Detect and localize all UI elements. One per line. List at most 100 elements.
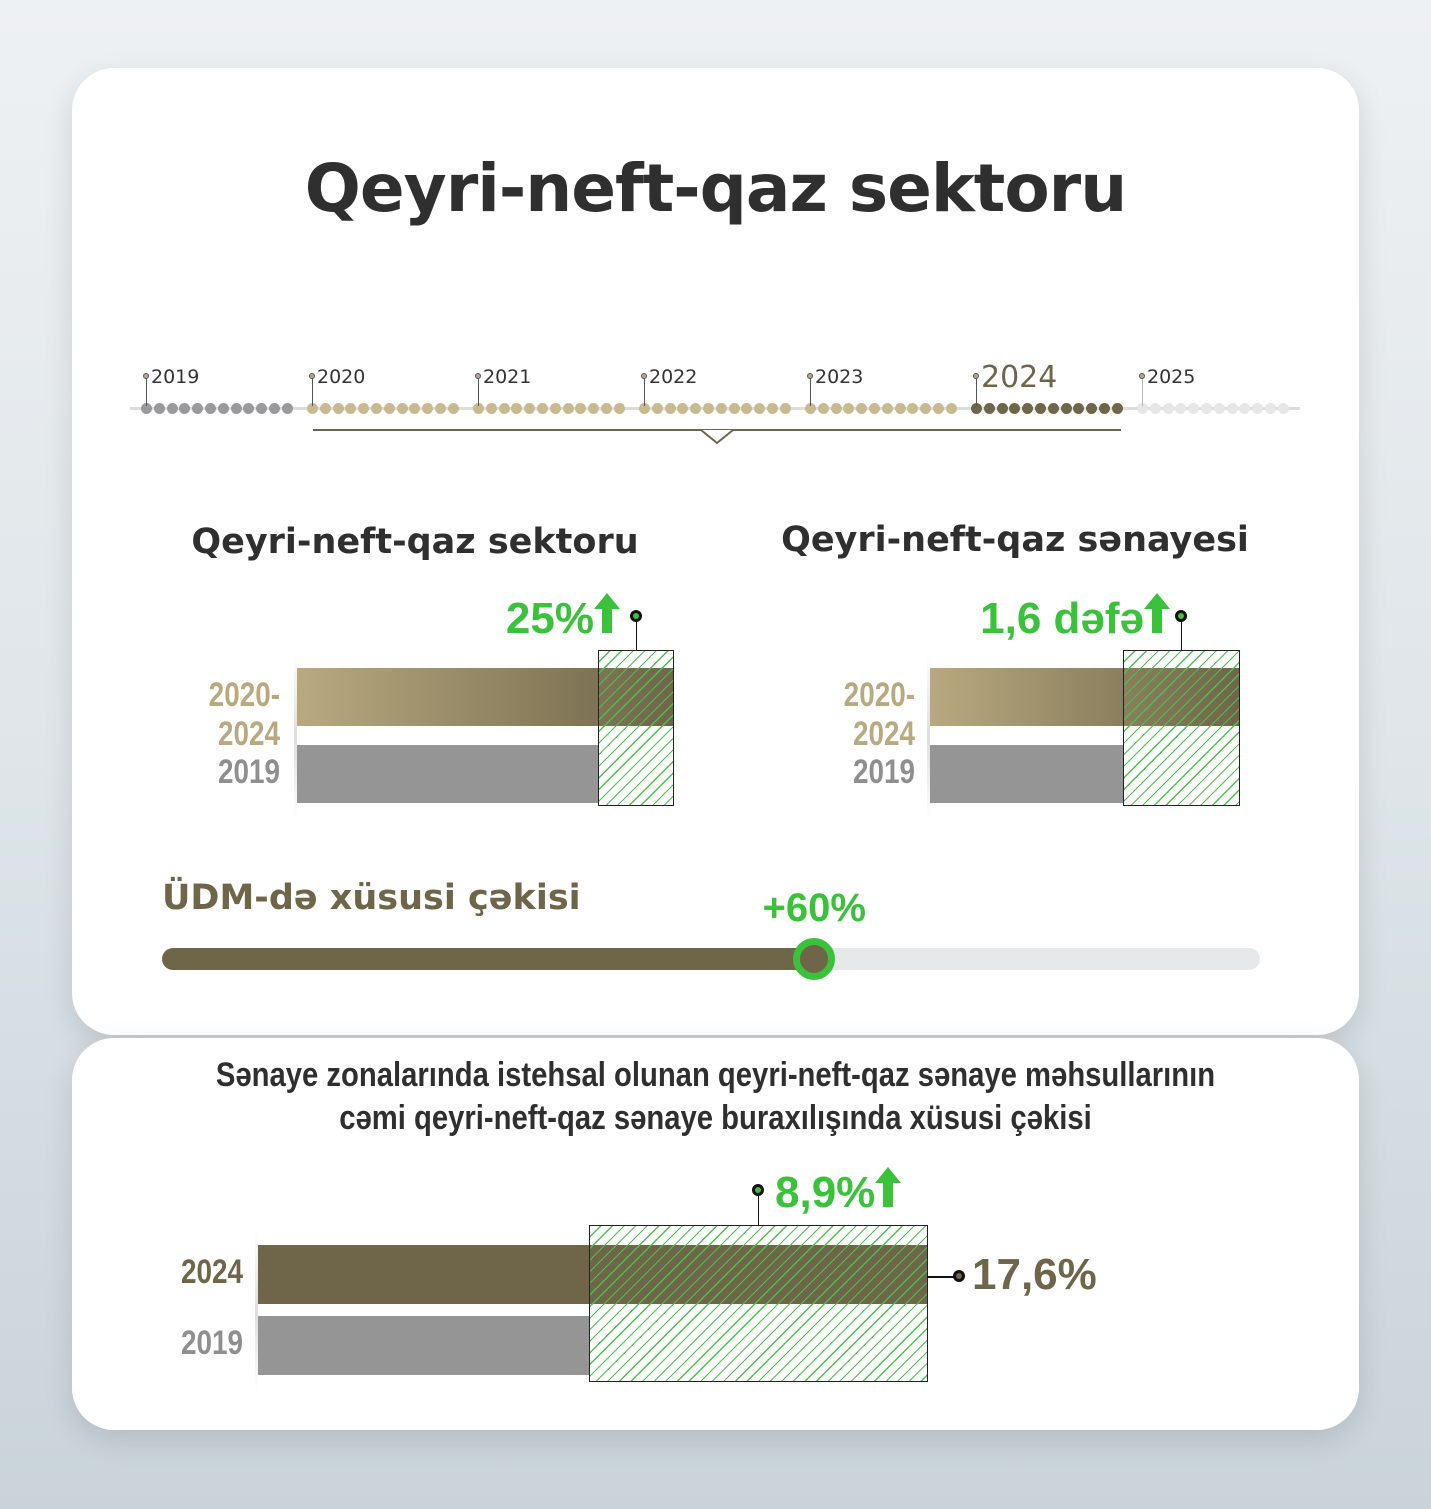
gdp-share-fill (162, 948, 815, 970)
gdp-share-label: ÜDM-də xüsusi çəkisi (162, 878, 581, 918)
timeline-pin-head (807, 373, 813, 379)
timeline-dot (1175, 403, 1187, 414)
timeline-dot (843, 403, 855, 414)
timeline-dot (230, 403, 242, 414)
timeline-dot (779, 403, 791, 414)
timeline-dot (1277, 403, 1289, 414)
timeline-dot (217, 403, 229, 414)
chart3-value-connector (927, 1276, 959, 1278)
timeline-dot (677, 403, 689, 414)
timeline-dot (371, 403, 382, 414)
timeline-pin (146, 378, 147, 406)
timeline-dot (447, 403, 459, 414)
chart1-bar-2019 (297, 745, 598, 803)
timeline-dot (830, 403, 842, 414)
timeline-dot (881, 403, 893, 414)
timeline-year-2024: 2024 (981, 360, 1058, 395)
timeline-dot (651, 403, 663, 414)
annotation-value: 25% (505, 593, 594, 643)
timeline-dot (754, 403, 766, 414)
timeline-dot (1022, 403, 1034, 414)
timeline-pin-head (143, 373, 149, 379)
timeline-dot (601, 403, 612, 414)
annotation-value: 8,9% (775, 1167, 876, 1217)
timeline-dot (205, 403, 216, 414)
timeline-dot (1047, 403, 1059, 414)
timeline-pin-head (973, 373, 979, 379)
chart2-increase-area (1123, 650, 1240, 806)
timeline-dot (1188, 403, 1200, 414)
main-card (72, 68, 1359, 1035)
chart3-annotation-pin (758, 1194, 759, 1225)
timeline-dot (907, 403, 919, 414)
timeline-dot (1201, 403, 1212, 414)
timeline-year-2022: 2022 (649, 366, 698, 388)
annotation-value: 1,6 dəfə (980, 593, 1144, 643)
timeline-dot (498, 403, 510, 414)
timeline-dot (473, 403, 484, 414)
chart3-annotation: 8,9% (775, 1167, 902, 1218)
chart1-annotation-dot (630, 610, 642, 622)
arrow-up-icon (875, 1167, 902, 1218)
timeline-pin-head (1139, 373, 1145, 379)
timeline-dot (690, 403, 702, 414)
chart2-title: Qeyri-neft-qaz sənayesi (781, 520, 1249, 560)
timeline-dot (1111, 403, 1123, 414)
timeline-dot (524, 403, 536, 414)
timeline-dot (511, 403, 523, 414)
timeline-year-2019: 2019 (151, 366, 200, 388)
chart3-category-label: 2024 (180, 1253, 243, 1291)
timeline-dot (920, 403, 932, 414)
timeline-dot (575, 403, 587, 414)
timeline-line (130, 407, 1300, 410)
timeline-pin-head (475, 373, 481, 379)
timeline-dot (485, 403, 497, 414)
timeline-dot (869, 403, 880, 414)
timeline-dot (422, 403, 434, 414)
timeline-year-2021: 2021 (483, 366, 532, 388)
chart1-increase-area (598, 650, 675, 806)
timeline-dot (1213, 403, 1225, 414)
timeline-dot (613, 403, 625, 414)
timeline-dot (1099, 403, 1110, 414)
timeline-year-2023: 2023 (815, 366, 864, 388)
timeline-dot (256, 403, 268, 414)
timeline-dot (945, 403, 957, 414)
timeline-dot (1086, 403, 1098, 414)
timeline-dot (1137, 403, 1148, 414)
timeline-pin (1142, 378, 1143, 406)
timeline-dot (639, 403, 650, 414)
timeline-dot (243, 403, 255, 414)
timeline-dot (1162, 403, 1174, 414)
timeline-dot (358, 403, 370, 414)
timeline-dot (1265, 403, 1276, 414)
timeline-pin-head (309, 373, 315, 379)
timeline-dot (345, 403, 357, 414)
timeline-dot (1252, 403, 1264, 414)
timeline-dot (281, 403, 293, 414)
timeline-pin-head (641, 373, 647, 379)
chart1-annotation: 25% (506, 593, 620, 644)
arrow-up-icon (594, 593, 620, 644)
bottom-title: Sənaye zonalarında istehsal olunan qeyri… (72, 1054, 1359, 1140)
timeline-dot (1035, 403, 1046, 414)
timeline-dot (307, 403, 318, 414)
timeline-dot (435, 403, 446, 414)
chart3-bar-2019 (258, 1316, 589, 1375)
timeline-dot (728, 403, 740, 414)
timeline-year-2025: 2025 (1147, 366, 1196, 388)
chart2-category-label: 2019 (852, 753, 915, 791)
timeline-dot (383, 403, 395, 414)
gdp-share-value: +60% (762, 886, 866, 930)
timeline-pin (644, 378, 645, 406)
chart1-category-label: 2019 (217, 753, 280, 791)
bottom-title-line1: Sənaye zonalarında istehsal olunan qeyri… (215, 1056, 1216, 1094)
chart1-category-label: 2020-2024 (208, 676, 280, 753)
chart2-category-label: 2020-2024 (843, 676, 915, 753)
timeline-pin (312, 378, 313, 406)
timeline-dot (1226, 403, 1238, 414)
timeline-dot (588, 403, 600, 414)
timeline-dot (332, 403, 344, 414)
timeline-dot (1149, 403, 1161, 414)
timeline-dot (983, 403, 995, 414)
